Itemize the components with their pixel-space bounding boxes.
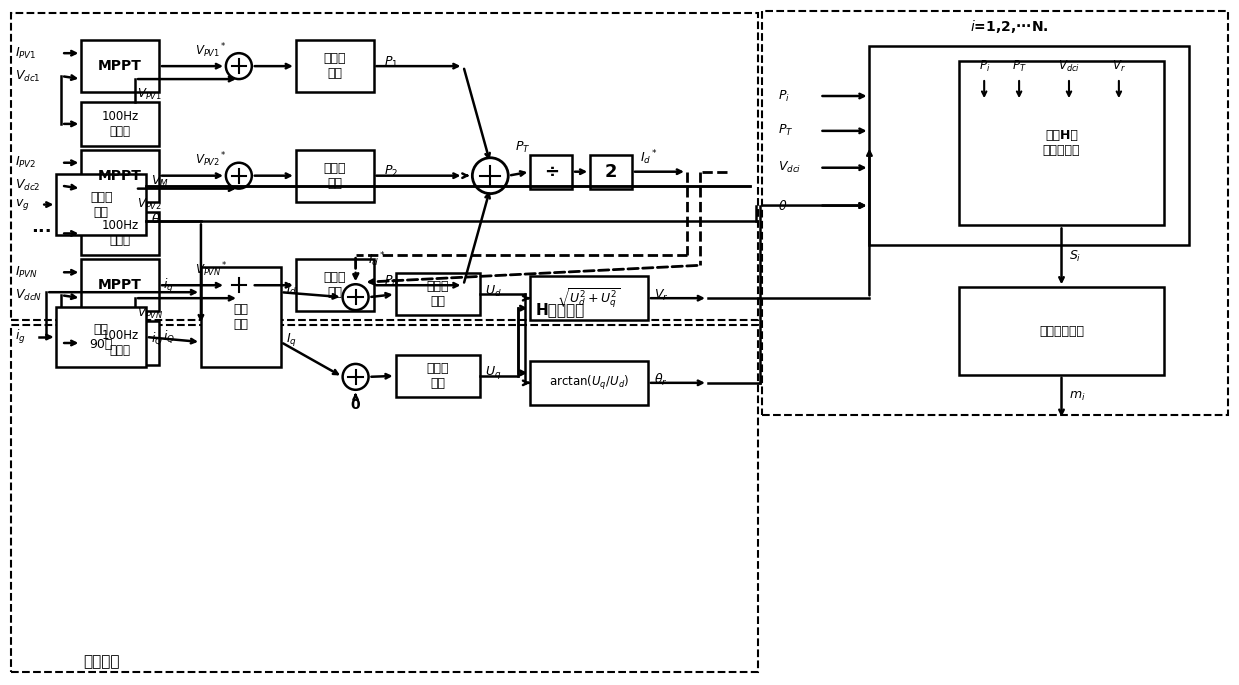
Bar [959, 287, 1163, 375]
Text: $P_T$: $P_T$ [1012, 59, 1026, 74]
Text: MPPT: MPPT [98, 59, 142, 73]
Bar [296, 260, 373, 311]
Bar [11, 13, 758, 320]
Text: $\mathbf{0}$: $\mathbf{0}$ [351, 398, 361, 412]
Text: $i_g$: $i_g$ [15, 328, 26, 346]
Text: 电压调
节器: 电压调 节器 [323, 271, 346, 299]
Bar [82, 40, 159, 92]
Text: $V_{PV1}$$^*$: $V_{PV1}$$^*$ [195, 41, 227, 60]
Bar [530, 155, 572, 188]
Text: $v_g$: $v_g$ [15, 197, 30, 212]
Text: $V_{PVN}$: $V_{PVN}$ [138, 306, 164, 321]
Bar [56, 174, 146, 236]
Text: $V_{dc1}$: $V_{dc1}$ [15, 68, 41, 84]
Circle shape [225, 272, 252, 298]
Text: $I_d$$^*$: $I_d$$^*$ [368, 250, 385, 269]
Text: $V_M$: $V_M$ [151, 174, 169, 189]
Text: MPPT: MPPT [98, 169, 142, 183]
Circle shape [472, 158, 508, 194]
Bar [762, 12, 1228, 414]
Text: $I_d$$^*$: $I_d$$^*$ [641, 149, 658, 167]
Text: $P_T$: $P_T$ [778, 123, 793, 138]
Bar [959, 61, 1163, 225]
Text: $V_{PV2}$$^*$: $V_{PV2}$$^*$ [195, 151, 227, 169]
Text: $i$=1,2,···N.: $i$=1,2,···N. [970, 18, 1048, 35]
Text: $i_Q$: $i_Q$ [164, 329, 175, 345]
Circle shape [343, 364, 368, 390]
Text: $P_T$: $P_T$ [515, 140, 530, 155]
Text: $V_{dcN}$: $V_{dcN}$ [15, 288, 42, 303]
Text: $I_{PV2}$: $I_{PV2}$ [15, 155, 37, 171]
Text: 100Hz
陷波器: 100Hz 陷波器 [102, 219, 139, 247]
Bar [530, 276, 648, 320]
Text: $I_{PVN}$: $I_{PVN}$ [15, 264, 38, 280]
Text: $\sqrt{U_d^2+U_q^2}$: $\sqrt{U_d^2+U_q^2}$ [558, 286, 621, 310]
Bar [11, 325, 758, 672]
Circle shape [225, 53, 252, 79]
Text: 电流调
节器: 电流调 节器 [426, 280, 450, 308]
Bar [296, 150, 373, 201]
Text: H桥控制器: H桥控制器 [535, 303, 585, 318]
Text: $\theta_r$: $\theta_r$ [654, 372, 668, 388]
Bar [530, 361, 648, 405]
Text: ÷: ÷ [544, 163, 559, 181]
Bar [201, 267, 281, 367]
Text: $V_r$: $V_r$ [654, 288, 669, 303]
Text: $P_1$: $P_1$ [384, 55, 398, 70]
Text: 主控制器: 主控制器 [83, 654, 119, 669]
Text: 方波补偿策略: 方波补偿策略 [1040, 325, 1084, 338]
Bar [870, 46, 1188, 245]
Text: $V_{dc2}$: $V_{dc2}$ [15, 178, 41, 193]
Text: $V_{dci}$: $V_{dci}$ [778, 160, 800, 175]
Text: $U_d$: $U_d$ [486, 284, 502, 299]
Text: 100Hz
陷波器: 100Hz 陷波器 [102, 110, 139, 138]
Bar [82, 102, 159, 146]
Text: $U_q$: $U_q$ [486, 364, 502, 382]
Text: MPPT: MPPT [98, 278, 142, 292]
Text: $S_i$: $S_i$ [1069, 249, 1082, 264]
Circle shape [343, 284, 368, 310]
Text: $V_r$: $V_r$ [1111, 59, 1126, 74]
Text: $I_d$: $I_d$ [286, 282, 297, 297]
Text: $P_N$: $P_N$ [384, 274, 399, 289]
Text: 电压调
节器: 电压调 节器 [323, 52, 346, 80]
Text: 坐标
变换: 坐标 变换 [233, 303, 248, 331]
Bar [82, 150, 159, 201]
Text: 计算H桥
单元调制度: 计算H桥 单元调制度 [1043, 129, 1080, 158]
Text: 电流调
节器: 电流调 节器 [426, 362, 450, 390]
Text: $I_q$: $I_q$ [286, 331, 296, 347]
Bar [590, 155, 632, 188]
Text: 滞后
90度: 滞后 90度 [89, 323, 113, 351]
Text: arctan($U_q$/$U_d$): arctan($U_q$/$U_d$) [549, 374, 629, 392]
Text: $\theta$: $\theta$ [151, 212, 161, 225]
Bar [395, 355, 481, 397]
Text: $m_i$: $m_i$ [1069, 390, 1087, 403]
Text: $V_{PV2}$: $V_{PV2}$ [138, 197, 162, 212]
Bar [395, 273, 481, 315]
Text: $i_g$: $i_g$ [164, 277, 173, 295]
Text: $P_2$: $P_2$ [384, 164, 398, 179]
Text: $V_{dci}$: $V_{dci}$ [1058, 59, 1080, 74]
Text: $\theta$: $\theta$ [778, 199, 787, 212]
Bar [56, 307, 146, 367]
Text: 电压调
节器: 电压调 节器 [323, 162, 346, 190]
Text: $P_i$: $P_i$ [979, 59, 990, 74]
Text: $I_{PV1}$: $I_{PV1}$ [15, 46, 37, 61]
Bar [82, 212, 159, 256]
Text: $i_Q$: $i_Q$ [151, 331, 164, 347]
Circle shape [225, 163, 252, 188]
Bar [82, 321, 159, 365]
Text: $V_{PV1}$: $V_{PV1}$ [138, 87, 162, 102]
Text: ...: ... [31, 219, 52, 236]
Text: $V_{PVN}$$^*$: $V_{PVN}$$^*$ [195, 260, 227, 279]
Text: 2: 2 [605, 163, 617, 181]
Text: 100Hz
陷波器: 100Hz 陷波器 [102, 329, 139, 357]
Text: 数字锁
相环: 数字锁 相环 [90, 190, 113, 219]
Bar [296, 40, 373, 92]
Bar [82, 260, 159, 311]
Text: $P_i$: $P_i$ [778, 88, 789, 103]
